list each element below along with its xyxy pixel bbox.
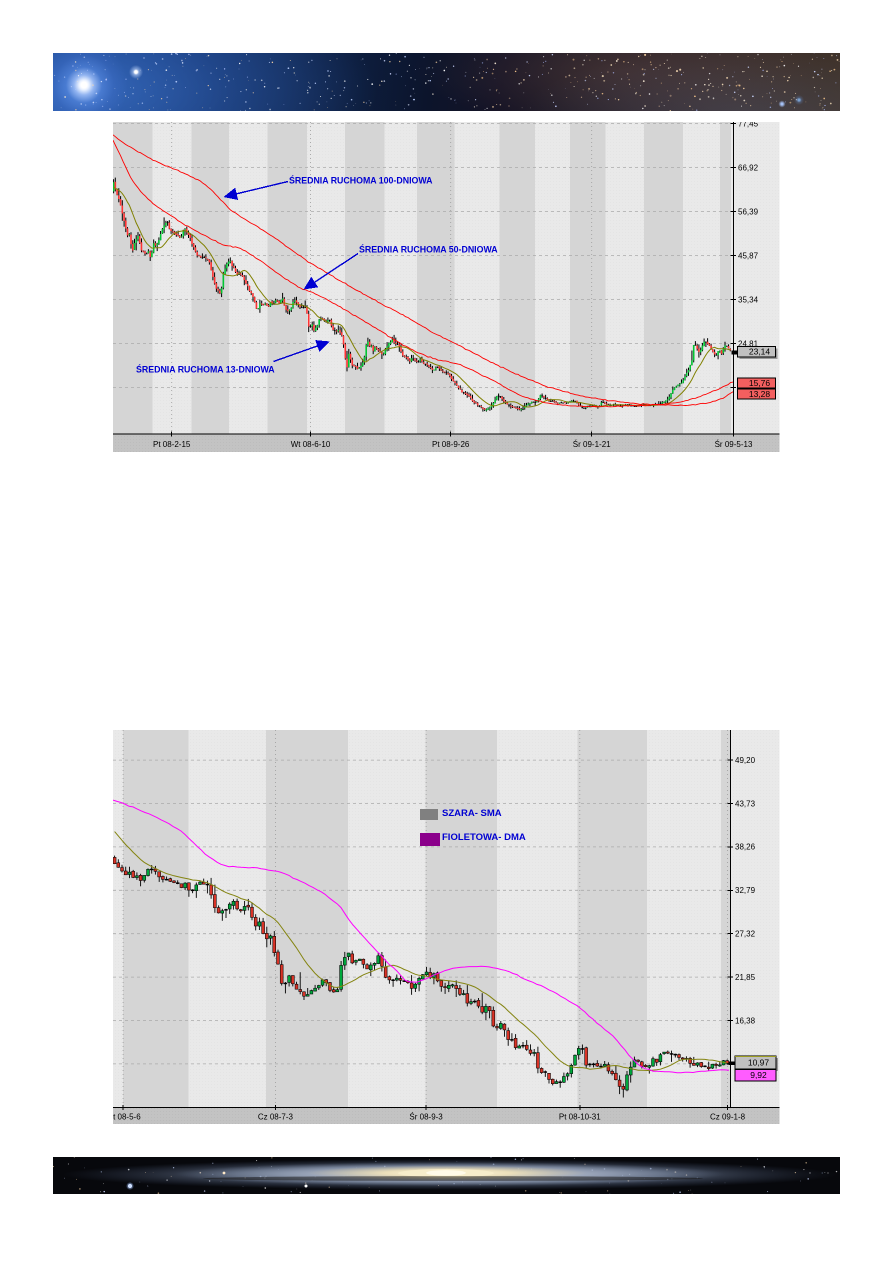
svg-text:24,81: 24,81 — [738, 339, 759, 348]
svg-text:45,87: 45,87 — [738, 251, 759, 260]
svg-text:15,76: 15,76 — [749, 378, 771, 388]
svg-text:35,34: 35,34 — [738, 295, 759, 304]
svg-text:Śr 09-1-21: Śr 09-1-21 — [573, 440, 611, 449]
svg-text:Pt 08-10-31: Pt 08-10-31 — [559, 1113, 601, 1122]
svg-text:21,85: 21,85 — [735, 973, 756, 982]
svg-text:56,39: 56,39 — [738, 207, 759, 216]
svg-text:Pt 08-9-26: Pt 08-9-26 — [432, 440, 470, 449]
svg-text:77,45: 77,45 — [738, 122, 759, 128]
svg-text:ŚREDNIA RUCHOMA 50-DNIOWA: ŚREDNIA RUCHOMA 50-DNIOWA — [359, 244, 498, 255]
svg-text:Śr 08-9-3: Śr 08-9-3 — [409, 1113, 443, 1122]
svg-text:Śr 09-5-13: Śr 09-5-13 — [715, 440, 753, 449]
svg-text:66,92: 66,92 — [738, 163, 759, 172]
svg-text:SZARA- SMA: SZARA- SMA — [442, 808, 502, 819]
svg-text:9,92: 9,92 — [750, 1070, 767, 1080]
svg-text:23,14: 23,14 — [749, 347, 771, 357]
svg-text:ŚREDNIA RUCHOMA 13-DNIOWA: ŚREDNIA RUCHOMA 13-DNIOWA — [136, 364, 275, 375]
svg-text:49,20: 49,20 — [735, 756, 756, 765]
svg-text:27,32: 27,32 — [735, 930, 756, 939]
svg-text:Pt 08-2-15: Pt 08-2-15 — [153, 440, 191, 449]
svg-text:Cz 08-7-3: Cz 08-7-3 — [258, 1113, 294, 1122]
svg-text:ŚREDNIA RUCHOMA 100-DNIOWA: ŚREDNIA RUCHOMA 100-DNIOWA — [289, 175, 433, 186]
svg-text:FIOLETOWA- DMA: FIOLETOWA- DMA — [442, 832, 526, 843]
svg-text:Wt 08-5-6: Wt 08-5-6 — [113, 1113, 141, 1122]
svg-text:Wt 08-6-10: Wt 08-6-10 — [291, 440, 331, 449]
svg-text:10,97: 10,97 — [748, 1057, 770, 1067]
svg-text:38,26: 38,26 — [735, 843, 756, 852]
svg-text:Cz 09-1-8: Cz 09-1-8 — [710, 1113, 746, 1122]
svg-text:16,38: 16,38 — [735, 1016, 756, 1025]
svg-text:32,79: 32,79 — [735, 886, 756, 895]
svg-text:13,28: 13,28 — [749, 389, 771, 399]
svg-text:43,73: 43,73 — [735, 799, 756, 808]
